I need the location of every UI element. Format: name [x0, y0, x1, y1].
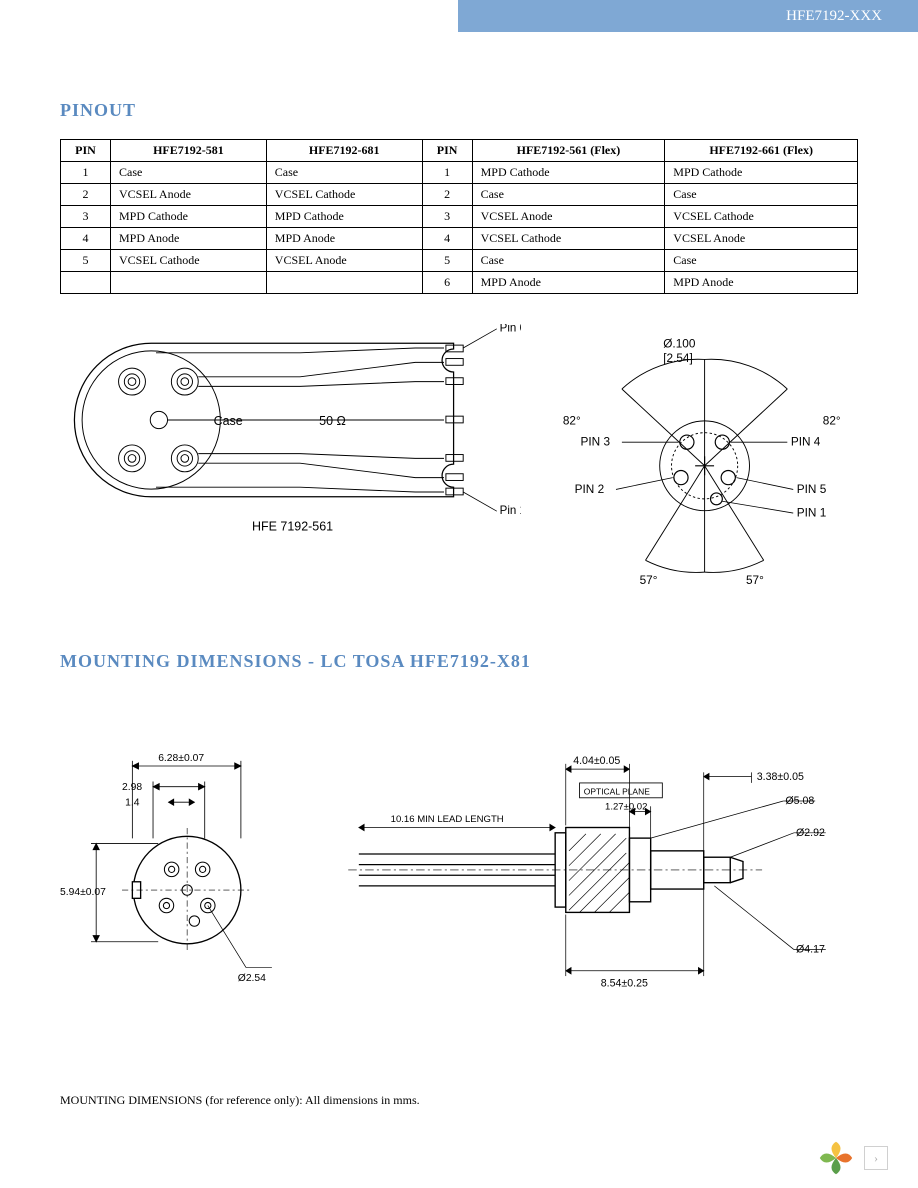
dim-854: 8.54±0.25 — [601, 977, 648, 989]
dim-298: 2.98 — [122, 782, 142, 793]
table-cell: 3 — [422, 206, 472, 228]
angle-57l: 57° — [639, 573, 657, 587]
table-cell: Case — [665, 250, 858, 272]
dim-417: Ø4.17 — [796, 943, 825, 955]
table-cell: VCSEL Cathode — [665, 206, 858, 228]
front-view-diagram: 6.28±0.07 2.98 1.4 5.94±0.07 Ø2.54 — [60, 735, 287, 1009]
dim-508: Ø5.08 — [786, 795, 815, 807]
dim-628: 6.28±0.07 — [158, 753, 204, 764]
table-cell: 1 — [422, 162, 472, 184]
table-cell: MPD Anode — [111, 228, 267, 250]
table-cell: 6 — [422, 272, 472, 294]
pin1-label: Pin 1 — [500, 505, 521, 517]
table-cell: Case — [472, 250, 665, 272]
table-cell: VCSEL Cathode — [266, 184, 422, 206]
table-row: 2VCSEL AnodeVCSEL Cathode2CaseCase — [61, 184, 858, 206]
table-cell: MPD Anode — [472, 272, 665, 294]
table-cell: MPD Anode — [665, 272, 858, 294]
pin-circle-diagram: Ø.100 [2.54] PIN 3 PIN 4 PIN 2 PIN 5 PIN… — [551, 324, 858, 601]
table-row: 5VCSEL CathodeVCSEL Anode5CaseCase — [61, 250, 858, 272]
diagram-row: Case 50 Ω Pin 6 Pin 1 HFE 7192-561 — [60, 324, 858, 601]
table-cell: Case — [111, 162, 267, 184]
table-cell: MPD Cathode — [111, 206, 267, 228]
impedance-label: 50 Ω — [319, 414, 346, 428]
pin1-label: PIN 1 — [797, 506, 827, 520]
page-indicator: › — [864, 1146, 888, 1170]
flex-caption: HFE 7192-561 — [252, 519, 333, 533]
dim-254: Ø2.54 — [238, 973, 266, 984]
header-bar: HFE7192-XXX — [458, 0, 918, 32]
dia-label: Ø.100 — [663, 337, 696, 351]
table-row: 1CaseCase1MPD CathodeMPD Cathode — [61, 162, 858, 184]
side-view-diagram: 10.16 MIN LEAD LENGTH 4.04±0.05 OPTICAL … — [327, 732, 858, 1013]
lead-length: 10.16 MIN LEAD LENGTH — [391, 814, 504, 825]
table-row: 4MPD AnodeMPD Anode4VCSEL CathodeVCSEL A… — [61, 228, 858, 250]
flex-pcb-diagram: Case 50 Ω Pin 6 Pin 1 HFE 7192-561 — [60, 324, 521, 540]
page-chevron-icon: › — [874, 1151, 878, 1166]
table-cell: 2 — [61, 184, 111, 206]
pin5-label: PIN 5 — [797, 482, 827, 496]
table-cell: VCSEL Anode — [266, 250, 422, 272]
header-part-number: HFE7192-XXX — [786, 8, 882, 24]
table-cell: 2 — [422, 184, 472, 206]
pin2-label: PIN 2 — [574, 482, 604, 496]
table-cell: 3 — [61, 206, 111, 228]
angle-82l: 82° — [563, 413, 581, 427]
table-cell — [266, 272, 422, 294]
pinout-title: PINOUT — [60, 100, 858, 121]
optical-plane: OPTICAL PLANE — [584, 786, 650, 796]
col-561: HFE7192-561 (Flex) — [472, 140, 665, 162]
table-cell: 1 — [61, 162, 111, 184]
table-cell — [111, 272, 267, 294]
table-cell: Case — [665, 184, 858, 206]
table-row: 6MPD AnodeMPD Anode — [61, 272, 858, 294]
dim-594: 5.94±0.07 — [60, 888, 106, 899]
pinout-section: PINOUT PIN HFE7192-581 HFE7192-681 PIN H… — [60, 100, 858, 294]
table-cell: MPD Cathode — [472, 162, 665, 184]
leaf-logo-icon — [818, 1140, 854, 1176]
table-cell — [61, 272, 111, 294]
mounting-section: MOUNTING DIMENSIONS - LC TOSA HFE7192-X8… — [60, 651, 858, 1013]
table-cell: VCSEL Anode — [665, 228, 858, 250]
pinout-table: PIN HFE7192-581 HFE7192-681 PIN HFE7192-… — [60, 139, 858, 294]
col-pin-l: PIN — [61, 140, 111, 162]
footnote: MOUNTING DIMENSIONS (for reference only)… — [60, 1093, 420, 1108]
angle-82r: 82° — [823, 413, 841, 427]
table-cell: MPD Cathode — [665, 162, 858, 184]
col-681: HFE7192-681 — [266, 140, 422, 162]
dim-338: 3.38±0.05 — [757, 771, 804, 783]
dia-mm: [2.54] — [663, 351, 693, 365]
col-581: HFE7192-581 — [111, 140, 267, 162]
table-cell: 4 — [422, 228, 472, 250]
table-cell: Case — [266, 162, 422, 184]
table-cell: MPD Anode — [266, 228, 422, 250]
table-cell: MPD Cathode — [266, 206, 422, 228]
case-label: Case — [214, 414, 243, 428]
table-header-row: PIN HFE7192-581 HFE7192-681 PIN HFE7192-… — [61, 140, 858, 162]
dim-127: 1.27±0.02 — [605, 801, 647, 812]
table-cell: VCSEL Anode — [111, 184, 267, 206]
angle-57r: 57° — [746, 573, 764, 587]
dim-292: Ø2.92 — [796, 827, 825, 839]
pin4-label: PIN 4 — [791, 435, 821, 449]
table-cell: 5 — [422, 250, 472, 272]
mounting-title: MOUNTING DIMENSIONS - LC TOSA HFE7192-X8… — [60, 651, 858, 672]
col-661: HFE7192-661 (Flex) — [665, 140, 858, 162]
table-cell: 5 — [61, 250, 111, 272]
table-cell: Case — [472, 184, 665, 206]
pin3-label: PIN 3 — [580, 435, 610, 449]
dim-14: 1.4 — [125, 798, 140, 809]
col-pin-r: PIN — [422, 140, 472, 162]
table-cell: VCSEL Anode — [472, 206, 665, 228]
pin6-label: Pin 6 — [500, 324, 521, 335]
table-cell: 4 — [61, 228, 111, 250]
footer: › — [818, 1140, 888, 1176]
table-row: 3MPD CathodeMPD Cathode3VCSEL AnodeVCSEL… — [61, 206, 858, 228]
table-cell: VCSEL Cathode — [111, 250, 267, 272]
dim-404: 4.04±0.05 — [574, 755, 621, 767]
table-cell: VCSEL Cathode — [472, 228, 665, 250]
